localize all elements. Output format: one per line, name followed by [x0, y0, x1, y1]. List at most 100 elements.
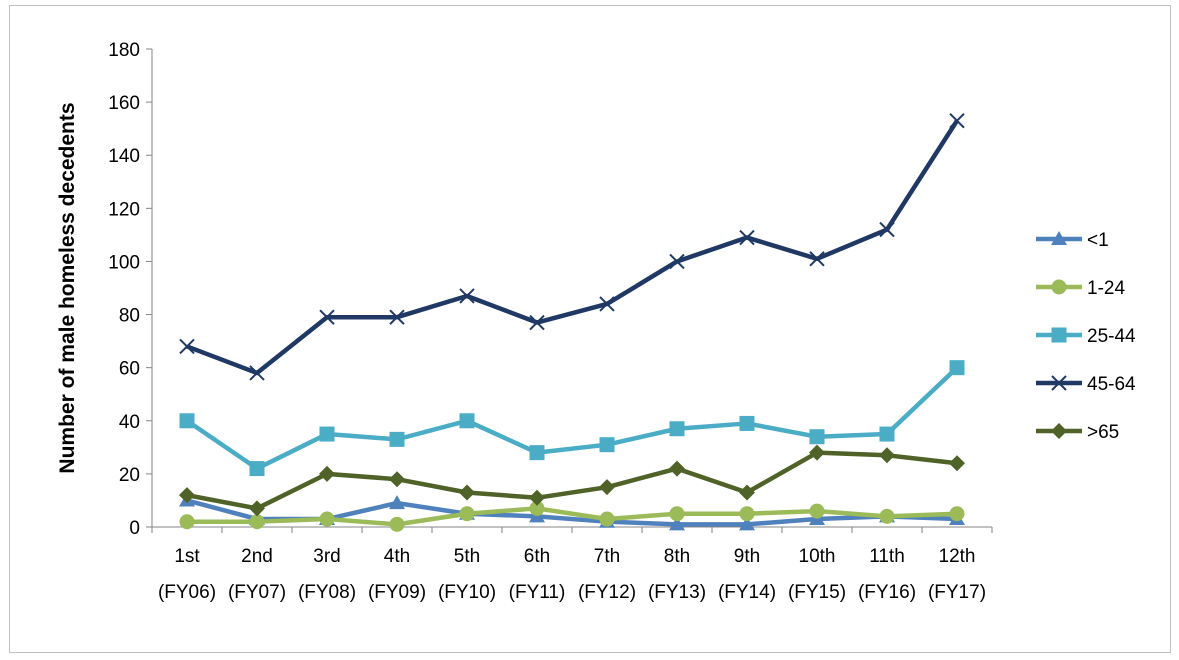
y-tick-label: 180 — [108, 40, 140, 61]
data-point — [949, 455, 965, 472]
x-tick-label: 3rd — [313, 546, 340, 567]
data-point — [809, 503, 825, 519]
data-point — [319, 426, 335, 442]
series-line — [186, 450, 958, 511]
data-point — [739, 506, 755, 522]
data-point — [669, 516, 685, 531]
legend-entry: <1 — [1036, 230, 1109, 251]
data-point — [879, 426, 895, 442]
y-tick-label: 120 — [108, 199, 140, 220]
chart-frame — [9, 5, 1171, 653]
data-point — [389, 516, 405, 532]
data-point — [669, 460, 685, 477]
data-point — [459, 506, 475, 522]
y-tick-label: 0 — [129, 518, 140, 539]
x-tick-sublabel: (FY11) — [509, 582, 566, 603]
data-point — [389, 309, 405, 325]
series-4 — [179, 444, 965, 517]
data-point — [949, 506, 965, 522]
data-point — [179, 413, 195, 429]
x-tick-label: 4th — [384, 546, 410, 567]
data-point — [739, 415, 755, 431]
data-point — [529, 500, 545, 516]
y-tick-label: 80 — [119, 306, 140, 327]
legend-label: 25-44 — [1087, 326, 1136, 347]
legend: <1 1-24 25-44 45-64 >65 — [1036, 230, 1136, 443]
legend-marker — [1051, 327, 1067, 343]
data-point — [669, 506, 685, 522]
data-point — [949, 360, 965, 376]
y-tick-label: 160 — [108, 93, 140, 114]
x-tick-sublabel: (FY08) — [298, 582, 356, 603]
x-tick-sublabel: (FY07) — [228, 582, 286, 603]
data-point — [529, 489, 545, 506]
x-tick-label: 2nd — [241, 546, 273, 567]
legend-marker — [1051, 231, 1067, 245]
data-point — [599, 296, 615, 312]
data-point — [949, 112, 965, 129]
data-point — [179, 514, 195, 530]
legend-label: 45-64 — [1087, 374, 1136, 395]
x-tick-sublabel: (FY12) — [578, 582, 636, 603]
x-tick-sublabel: (FY17) — [928, 582, 986, 603]
legend-label: <1 — [1087, 230, 1109, 251]
data-point — [389, 431, 405, 447]
x-tick-sublabel: (FY06) — [158, 582, 216, 603]
data-point — [319, 465, 335, 482]
data-point — [529, 445, 545, 461]
data-point — [599, 479, 615, 496]
series-line — [186, 119, 959, 376]
data-point — [809, 444, 825, 461]
x-tick-label: 8th — [664, 546, 690, 567]
data-point — [599, 511, 615, 527]
data-point — [389, 495, 405, 510]
legend-entry: 25-44 — [1036, 326, 1136, 347]
y-tick-label: 60 — [119, 359, 140, 380]
y-tick-label: 40 — [119, 412, 140, 433]
data-point — [529, 314, 545, 331]
data-point — [599, 437, 615, 453]
y-tick-label: 20 — [119, 465, 140, 486]
x-tick-label: 6th — [524, 546, 550, 567]
data-point — [879, 221, 895, 238]
x-tick-label: 9th — [734, 546, 760, 567]
series-line — [187, 506, 958, 527]
data-point — [459, 413, 475, 429]
data-point — [739, 516, 755, 531]
x-tick-label: 5th — [454, 546, 480, 567]
series-3 — [179, 112, 965, 381]
legend-marker — [1051, 423, 1067, 439]
legend-marker — [1051, 279, 1067, 295]
data-point — [319, 511, 335, 527]
y-axis-label: Number of male homeless decedents — [56, 102, 79, 473]
y-tick-label: 100 — [108, 252, 140, 273]
data-point — [249, 461, 265, 477]
data-point — [319, 309, 335, 325]
data-point — [459, 484, 475, 501]
data-point — [249, 500, 265, 517]
series-line — [185, 366, 959, 471]
series-layer — [179, 112, 965, 532]
y-tick-label: 140 — [108, 146, 140, 167]
data-point — [669, 421, 685, 437]
x-tick-sublabel: (FY13) — [648, 582, 706, 603]
data-point — [249, 514, 265, 530]
x-tick-sublabel: (FY16) — [858, 582, 916, 603]
x-tick-sublabel: (FY09) — [368, 582, 426, 603]
x-tick-label: 7th — [594, 546, 620, 567]
data-point — [879, 508, 895, 524]
x-tick-label: 11th — [869, 546, 905, 567]
data-point — [669, 253, 685, 270]
series-2 — [179, 360, 965, 477]
series-1 — [179, 500, 965, 532]
legend-label: >65 — [1087, 422, 1119, 443]
axes: 0 20 40 60 80 100 120 140 160 180 1st (FY06) 2nd (FY0… — [108, 40, 993, 603]
legend-entry: >65 — [1036, 422, 1119, 443]
data-point — [739, 229, 755, 246]
x-tick-sublabel: (FY14) — [718, 582, 776, 603]
legend-entry: 1-24 — [1036, 278, 1125, 299]
data-point — [389, 471, 405, 488]
x-tick-label: 12th — [939, 546, 976, 567]
data-point — [739, 484, 755, 501]
